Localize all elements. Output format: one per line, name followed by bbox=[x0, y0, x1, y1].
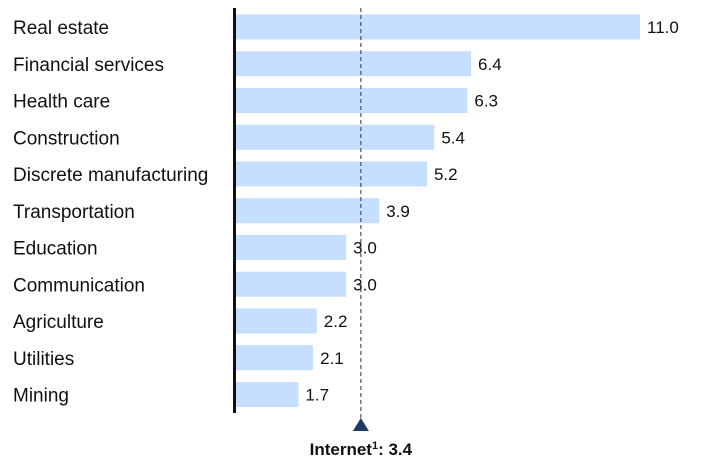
category-label-utilities: Utilities bbox=[13, 349, 74, 370]
bar-health-care bbox=[236, 88, 468, 113]
value-label-financial-services: 6.4 bbox=[478, 55, 502, 74]
value-label-real-estate: 11.0 bbox=[647, 18, 679, 37]
bar-construction bbox=[236, 124, 435, 150]
value-label-agriculture: 2.2 bbox=[324, 312, 348, 331]
category-label-transportation: Transportation bbox=[13, 202, 135, 223]
category-label-agriculture: Agriculture bbox=[13, 312, 104, 333]
category-label-communication: Communication bbox=[13, 275, 145, 296]
category-label-discrete-manufacturing: Discrete manufacturing bbox=[13, 165, 208, 186]
reference-label-name: Internet bbox=[310, 440, 373, 459]
bar-communication bbox=[236, 271, 347, 297]
category-label-health-care: Health care bbox=[13, 92, 110, 113]
internet-reference-label: Internet1: 3.4 bbox=[310, 440, 413, 459]
bar-agriculture bbox=[236, 308, 317, 334]
bar-real-estate bbox=[236, 14, 640, 40]
bar-utilities bbox=[236, 345, 314, 371]
internet-reference-marker bbox=[352, 418, 369, 431]
value-label-discrete-manufacturing: 5.2 bbox=[434, 165, 458, 184]
bars-group: Real estate 11.0 Financial services 6.4 Heal… bbox=[13, 14, 679, 407]
bar-education bbox=[236, 235, 347, 260]
value-label-education: 3.0 bbox=[353, 239, 377, 258]
category-label-education: Education bbox=[13, 239, 98, 260]
bar-mining bbox=[236, 382, 299, 407]
category-label-financial-services: Financial services bbox=[13, 55, 164, 76]
category-label-mining: Mining bbox=[13, 386, 69, 407]
value-label-transportation: 3.9 bbox=[386, 202, 410, 221]
value-label-mining: 1.7 bbox=[305, 386, 329, 405]
category-label-construction: Construction bbox=[13, 128, 120, 149]
bar-discrete-manufacturing bbox=[236, 161, 427, 187]
value-label-health-care: 6.3 bbox=[474, 92, 498, 111]
value-label-communication: 3.0 bbox=[353, 275, 377, 294]
reference-label-value: : 3.4 bbox=[378, 440, 413, 459]
value-label-construction: 5.4 bbox=[441, 128, 465, 147]
value-label-utilities: 2.1 bbox=[320, 349, 344, 368]
bar-transportation bbox=[236, 198, 380, 224]
category-label-real-estate: Real estate bbox=[13, 18, 109, 39]
bar-financial-services bbox=[236, 51, 472, 77]
reference-label-superscript: 1 bbox=[372, 440, 378, 452]
